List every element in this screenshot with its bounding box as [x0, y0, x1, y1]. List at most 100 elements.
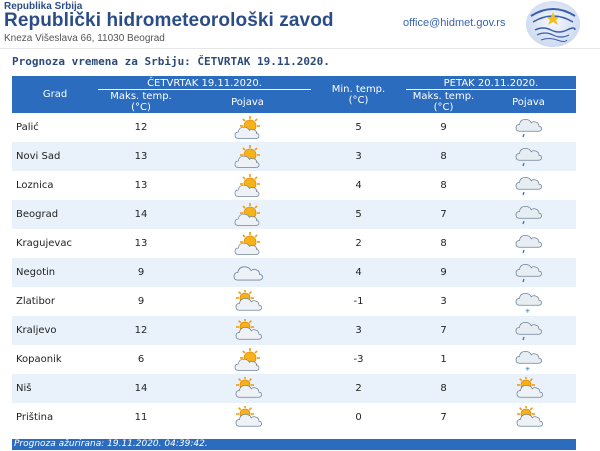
- table-row: Beograd 14 5 7: [12, 200, 576, 229]
- phenomenon-day1: [184, 345, 311, 374]
- max-temp-day2: 7: [406, 200, 481, 229]
- table-row: Niš 14 2 8: [12, 374, 576, 403]
- max-temp-day1: 9: [98, 287, 184, 316]
- phenomenon-day1: [184, 316, 311, 345]
- city-name: Loznica: [12, 171, 98, 200]
- phenomenon-day2: [481, 200, 576, 229]
- phenomenon-day2: ✳: [481, 345, 576, 374]
- update-timestamp: Prognoza ažurirana: 19.11.2020. 04:39:42…: [12, 439, 576, 450]
- cloud-light-rain-icon: [515, 263, 542, 282]
- phenomenon-day1: [184, 229, 311, 258]
- day2-header: PETAK 20.11.2020. Maks. temp. (°C) Pojava: [406, 76, 576, 113]
- forecast-table: Grad ČETVRTAK 19.11.2020. Maks. temp. (°C…: [12, 76, 576, 432]
- max-temp-day1: 13: [98, 229, 184, 258]
- forecast-subtitle: Prognoza vremena za Srbiju: ČETVRTAK 19.…: [12, 55, 330, 68]
- cloud-light-rain-icon: [515, 321, 542, 340]
- city-name: Zlatibor: [12, 287, 98, 316]
- table-row: Kragujevac 13 2 8: [12, 229, 576, 258]
- max-temp-day2: 7: [406, 403, 481, 432]
- table-row: Kopaonik 6 -3 1 ✳: [12, 345, 576, 374]
- svg-text:✳: ✳: [525, 308, 530, 314]
- phenomenon-day2: [481, 316, 576, 345]
- min-temp-day2: 4: [311, 171, 406, 200]
- col-max1-header: Maks. temp.: [110, 91, 172, 102]
- max-temp-day1: 11: [98, 403, 184, 432]
- min-temp-day2: -3: [311, 345, 406, 374]
- max-temp-day2: 7: [406, 316, 481, 345]
- phenomenon-day1: [184, 403, 311, 432]
- col-min-header: Min. temp. (°C): [311, 76, 406, 113]
- col-phen1-header: Pojava: [231, 96, 264, 108]
- cloud-with-sun-icon: [235, 405, 262, 427]
- cloud-light-rain-icon: [515, 205, 542, 224]
- max-temp-day1: 13: [98, 171, 184, 200]
- cloud-with-sun-icon: [516, 376, 543, 398]
- sun-behind-cloud-icon: [234, 144, 260, 168]
- cloud-snow-icon: ✳: [515, 350, 542, 372]
- table-row: Loznica 13 4 8: [12, 171, 576, 200]
- table-row: Priština 11 0 7: [12, 403, 576, 432]
- sun-behind-cloud-icon: [234, 173, 260, 197]
- cloud-with-sun-icon: [235, 376, 262, 398]
- min-temp-day2: 3: [311, 316, 406, 345]
- site-header: Republika Srbija Republički hidrometeoro…: [0, 0, 600, 48]
- max-temp-day1: 14: [98, 374, 184, 403]
- table-row: Negotin 9 4 9: [12, 258, 576, 287]
- country-label: Republika Srbija: [4, 1, 83, 12]
- sun-behind-cloud-icon: [234, 115, 260, 139]
- col-city-header: Grad: [12, 76, 98, 113]
- table-row: Novi Sad 13 3 8: [12, 142, 576, 171]
- table-row: Kraljevo 12 3 7: [12, 316, 576, 345]
- rhmz-logo-icon[interactable]: [523, 0, 583, 48]
- svg-text:✳: ✳: [525, 366, 530, 372]
- phenomenon-day1: [184, 258, 311, 287]
- phenomenon-day1: [184, 287, 311, 316]
- max-temp-day2: 8: [406, 142, 481, 171]
- cloud-with-sun-icon: [235, 289, 262, 311]
- cloud-light-rain-icon: [515, 118, 542, 137]
- phenomenon-day1: [184, 374, 311, 403]
- max-temp-day1: 9: [98, 258, 184, 287]
- max-temp-day2: 8: [406, 374, 481, 403]
- min-temp-day2: 3: [311, 142, 406, 171]
- city-name: Palić: [12, 113, 98, 142]
- min-temp-day2: 5: [311, 200, 406, 229]
- max-temp-day2: 8: [406, 171, 481, 200]
- phenomenon-day2: [481, 142, 576, 171]
- phenomenon-day2: [481, 113, 576, 142]
- table-row: Palić 12 5 9: [12, 113, 576, 142]
- phenomenon-day1: [184, 113, 311, 142]
- city-name: Priština: [12, 403, 98, 432]
- institute-address: Kneza Višeslava 66, 11030 Beograd: [4, 33, 165, 44]
- phenomenon-day1: [184, 142, 311, 171]
- city-name: Negotin: [12, 258, 98, 287]
- cloud-icon: [233, 265, 263, 281]
- cloud-light-rain-icon: [515, 176, 542, 195]
- max-temp-day1: 13: [98, 142, 184, 171]
- min-temp-day2: 2: [311, 229, 406, 258]
- max-temp-day1: 12: [98, 316, 184, 345]
- max-temp-day1: 6: [98, 345, 184, 374]
- sun-behind-cloud-icon: [234, 231, 260, 255]
- city-name: Kraljevo: [12, 316, 98, 345]
- institute-title[interactable]: Republički hidrometeorološki zavod: [4, 10, 334, 31]
- header-divider: [0, 48, 600, 49]
- max-temp-day1: 14: [98, 200, 184, 229]
- city-name: Niš: [12, 374, 98, 403]
- max-temp-day1: 12: [98, 113, 184, 142]
- city-name: Kragujevac: [12, 229, 98, 258]
- max-temp-day2: 3: [406, 287, 481, 316]
- max-temp-day2: 9: [406, 258, 481, 287]
- col-max2-header: Maks. temp.: [412, 91, 475, 102]
- city-name: Beograd: [12, 200, 98, 229]
- phenomenon-day1: [184, 200, 311, 229]
- email-link[interactable]: office@hidmet.gov.rs: [403, 17, 506, 29]
- phenomenon-day2: [481, 374, 576, 403]
- min-temp-day2: 5: [311, 113, 406, 142]
- phenomenon-day2: [481, 171, 576, 200]
- max-temp-day2: 9: [406, 113, 481, 142]
- cloud-snow-icon: ✳: [515, 292, 542, 314]
- day1-header: ČETVRTAK 19.11.2020. Maks. temp. (°C) Poj…: [98, 76, 311, 113]
- city-name: Novi Sad: [12, 142, 98, 171]
- min-temp-day2: 4: [311, 258, 406, 287]
